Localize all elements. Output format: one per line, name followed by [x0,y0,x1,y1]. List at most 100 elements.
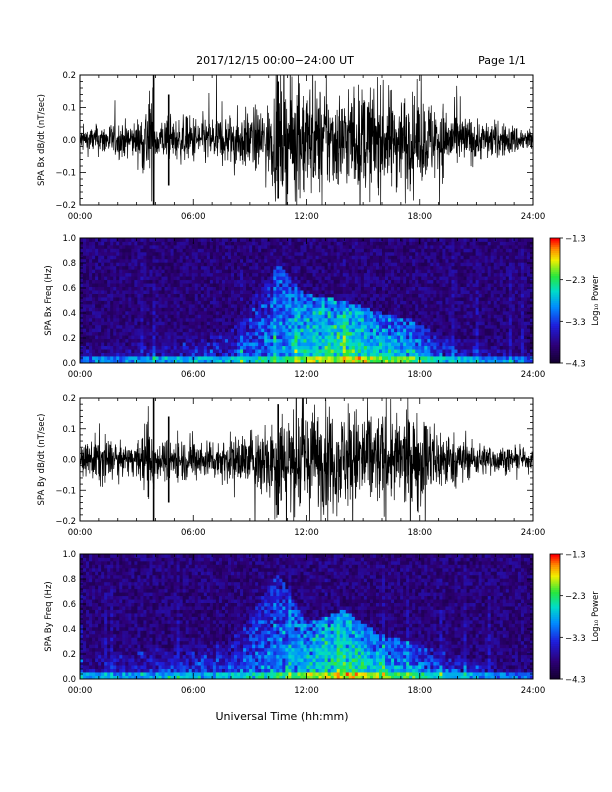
spectrogram-cell [158,321,162,326]
spectrogram-cell [430,324,434,329]
spectrogram-cell [158,241,162,246]
spectrogram-cell [273,310,277,315]
spectrogram-cell [400,238,404,242]
spectrogram-cell [134,255,138,260]
spectrogram-cell [448,359,452,364]
spectrogram-cell [131,338,135,343]
spectrogram-cell [143,345,147,350]
spectrogram-cell [95,258,99,263]
spectrogram-cell [418,300,422,305]
spectrogram-cell [324,328,329,333]
spectrogram-cell [146,293,150,298]
spectrogram-cell [110,349,114,353]
spectrogram-cell [197,238,202,242]
spectrogram-cell [378,276,383,281]
spectrogram-cell [366,297,371,301]
spectrogram-cell [89,248,93,253]
spectrogram-cell [131,331,135,336]
spectrogram-cell [140,238,144,242]
spectrogram-cell [466,324,470,329]
spectrogram-cell [146,290,150,294]
spectrogram-cell [188,321,193,326]
spectrogram-cell [119,241,123,246]
spectrogram-cell [315,328,319,333]
spectrogram-cell [224,317,229,322]
spectrogram-cell [324,251,329,256]
spectrogram-cell [427,303,431,308]
spectrogram-cell [137,324,141,329]
spectrogram-cell [285,307,289,312]
spectrogram-cell [469,286,473,291]
spectrogram-cell [469,321,473,326]
spectrogram-cell [372,300,377,305]
spectrogram-cell [466,269,470,274]
spectrogram-cell [385,269,389,274]
spectrogram-cell [143,255,147,260]
spectrogram-cell [342,241,347,246]
spectrogram-cell [179,279,184,284]
spectrogram-cell [83,286,87,291]
spectrogram-cell [394,303,398,308]
spectrogram-cell [270,324,274,329]
spectrogram-cell [448,338,452,343]
spectrogram-cell [291,269,295,274]
spectrogram-cell [146,338,150,343]
spectrogram-cell [297,258,301,263]
spectrogram-cell [339,272,344,277]
spectrogram-cell [276,297,280,301]
spectrogram-cell [403,356,407,360]
spectrogram-cell [442,328,446,333]
spectrogram-cell [116,293,120,298]
spectrogram-cell [291,262,295,267]
spectrogram-cell [221,345,226,350]
spectrogram-cell [345,356,350,360]
spectrogram-cell [472,310,477,315]
spectrogram-cell [303,345,307,350]
spectrogram-cell [155,293,159,298]
spectrogram-cell [231,269,235,274]
spectrogram-cell [478,303,483,308]
spectrogram-cell [297,331,301,336]
spectrogram-cell [152,331,156,336]
spectrogram-cell [249,310,253,315]
spectrogram-cell [110,293,114,298]
spectrogram-cell [484,352,489,357]
spectrogram-cell [421,290,425,294]
spectrogram-cell [122,300,126,305]
spectrogram-cell [243,345,247,350]
spectrogram-cell [131,297,135,301]
spectrogram-cell [167,328,171,333]
spectrogram-cell [194,324,199,329]
spectrogram-cell [318,276,322,281]
spectrogram-cell [348,297,353,301]
spectrogram-cell [152,324,156,329]
spectrogram-cell [357,283,362,288]
spectrogram-cell [197,276,202,281]
spectrogram-cell [215,251,220,256]
spectrogram-cell [472,276,477,281]
spectrogram-cell [421,244,425,249]
spectrogram-cell [436,335,440,340]
spectrogram-cell [481,262,486,267]
spectrogram-cell [234,293,238,298]
spectrogram-cell [382,283,386,288]
spectrogram-cell [478,352,483,357]
spectrogram-cell [191,283,196,288]
spectrogram-cell [388,317,392,322]
spectrogram-cell [276,283,280,288]
spectrogram-cell [231,251,235,256]
spectrogram-cell [89,300,93,305]
spectrogram-cell [176,317,181,322]
spectrogram-cell [391,293,395,298]
spectrogram-cell [372,314,377,319]
spectrogram-cell [385,265,389,270]
spectrogram-cell [454,258,458,263]
spectrogram-cell [206,328,211,333]
spectrogram-cell [315,324,319,329]
spectrogram-cell [197,314,202,319]
spectrogram-cell [113,290,117,294]
spectrogram-cell [421,265,425,270]
spectrogram-cell [191,255,196,260]
spectrogram-cell [469,356,473,360]
spectrogram-cell [246,276,250,281]
